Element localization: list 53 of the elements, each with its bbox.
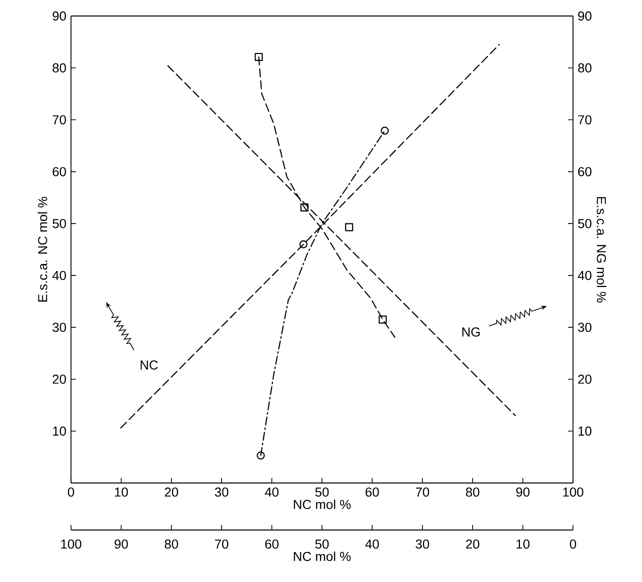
x-tick-label: 20 [164,488,178,497]
y-tick-label: 60 [52,167,66,176]
y2-tick-label: 30 [578,322,592,332]
y-tick-label: 30 [52,322,66,332]
x-tick-label: 70 [416,488,430,497]
point [345,223,354,232]
point [380,126,389,135]
x2-tick-label: 60 [265,539,278,549]
x2-tick-label: 70 [215,539,228,549]
x2-tick-label: 20 [466,539,480,549]
y-tick-label: 10 [53,426,66,436]
x2-tick-label: 10 [516,539,530,549]
y2-tick-label: 20 [578,374,592,384]
point [300,203,308,212]
y-axis-title: E.s.c.a. NC mol % [38,196,48,302]
y-tick-label: 90 [52,11,66,21]
x-tick-label: 100 [563,488,584,497]
x-axis-title: NC mol % [294,500,351,510]
x2-axis-title: NC mol % [294,552,351,562]
y-tick-label: 20 [52,374,66,384]
y2-tick-label: 50 [578,218,592,228]
x-tick-label: 40 [264,488,279,497]
x-tick-label: 30 [214,488,228,497]
x-tick-label: 0 [68,488,74,497]
x2-tick-label: 80 [164,539,178,549]
y2-tick-label: 60 [578,167,592,176]
y-tick-label: 40 [52,270,66,280]
y-tick-label: 50 [52,218,66,228]
x-tick-label: 90 [516,488,530,497]
x2-tick-label: 100 [61,539,82,549]
annotation: NG [462,327,480,337]
y2-axis-title: E.s.c.a. NG mol % [596,197,606,303]
x-tick-label: 80 [466,488,480,497]
x-tick-label: 10 [114,488,128,497]
point [254,52,263,62]
y-tick-label: 80 [52,63,66,72]
y2-tick-label: 90 [578,11,592,21]
x2-tick-label: 50 [315,539,329,549]
point [378,316,387,324]
annotation: NC [140,360,158,370]
y-tick-label: 70 [52,115,66,124]
x2-tick-label: 90 [114,539,128,549]
x2-tick-label: 0 [570,539,576,549]
y2-tick-label: 40 [578,270,592,280]
y2-tick-label: 10 [578,426,592,436]
x-tick-label: 60 [366,488,379,497]
y2-tick-label: 80 [578,63,592,72]
point [299,240,308,248]
point [256,451,265,460]
x2-tick-label: 40 [365,539,379,549]
x2-tick-label: 30 [416,539,430,549]
x-tick-label: 50 [315,488,329,497]
y2-tick-label: 70 [578,115,592,124]
